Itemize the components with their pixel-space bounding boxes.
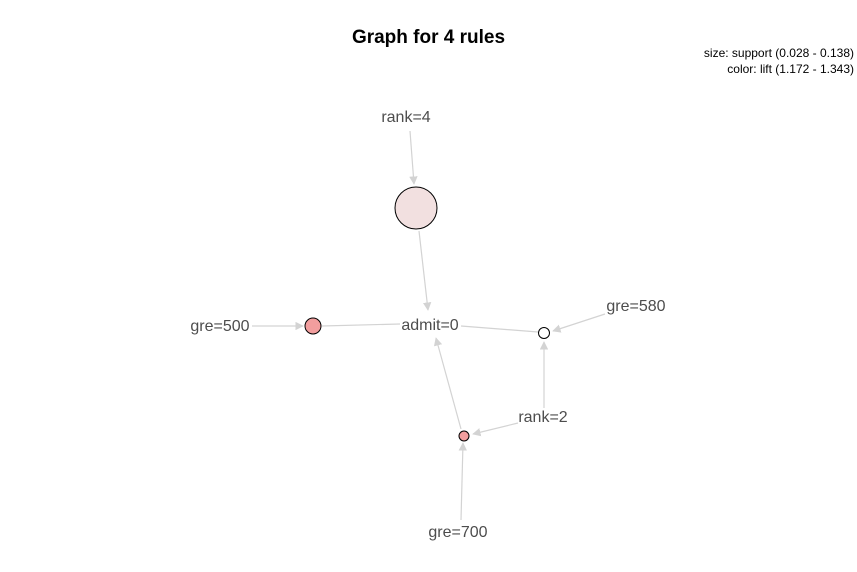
- edge-rule2-to-admit0: [321, 323, 401, 327]
- edge-gre580-to-rule3: [552, 313, 606, 333]
- edge-gre700-to-rule4: [458, 442, 468, 521]
- edge-rank2-to-rule4: [472, 422, 519, 437]
- rule-node-3[interactable]: [538, 327, 550, 339]
- item-label-rank2: rank=2: [518, 409, 567, 426]
- item-label-gre500: gre=500: [190, 318, 249, 335]
- item-label-gre580: gre=580: [606, 298, 665, 315]
- rule-node-2[interactable]: [304, 317, 322, 335]
- rule-node-4[interactable]: [458, 430, 470, 442]
- edge-rule1-to-admit0: [418, 230, 432, 311]
- graph-title: Graph for 4 rules: [351, 27, 506, 48]
- edge-rule4-to-admit0: [433, 337, 462, 430]
- legend-color: color: lift (1.172 - 1.343): [727, 62, 854, 76]
- item-label-gre700: gre=700: [428, 524, 487, 541]
- item-label-admit0: admit=0: [401, 317, 458, 334]
- edge-rank4-to-rule1: [409, 130, 418, 185]
- rule-node-1[interactable]: [394, 186, 438, 230]
- legend-size: size: support (0.028 - 0.138): [703, 46, 854, 60]
- edge-rule3-to-admit0: [460, 325, 539, 333]
- item-label-rank4: rank=4: [381, 109, 430, 126]
